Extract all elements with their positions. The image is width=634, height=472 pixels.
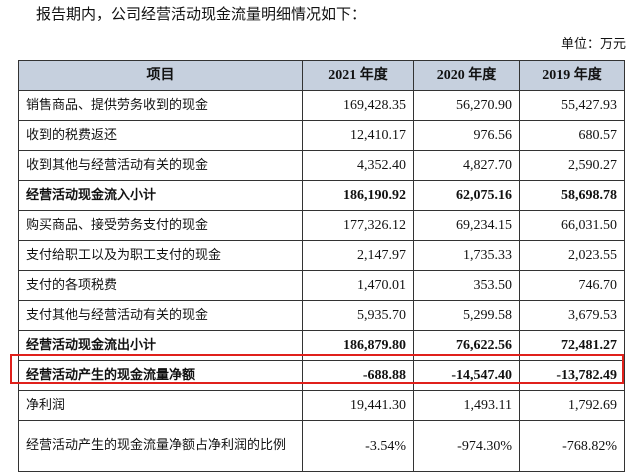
value-2020: 56,270.90 — [413, 90, 520, 121]
value-2020: 76,622.56 — [413, 330, 520, 361]
value-2019: 2,023.55 — [519, 240, 625, 271]
row-label: 经营活动现金流出小计 — [18, 330, 303, 361]
subtotal-row-outflow: 经营活动现金流出小计 186,879.80 76,622.56 72,481.2… — [18, 330, 625, 361]
net-cash-flow-row: 经营活动产生的现金流量净额 -688.88 -14,547.40 -13,782… — [18, 360, 625, 391]
table-row: 支付的各项税费 1,470.01 353.50 746.70 — [18, 270, 625, 301]
row-label: 收到其他与经营活动有关的现金 — [18, 150, 303, 181]
table-row: 收到的税费返还 12,410.17 976.56 680.57 — [18, 120, 625, 151]
row-label: 购买商品、接受劳务支付的现金 — [18, 210, 303, 241]
table-row: 购买商品、接受劳务支付的现金 177,326.12 69,234.15 66,0… — [18, 210, 625, 241]
value-2019: 72,481.27 — [519, 330, 625, 361]
table-row: 销售商品、提供劳务收到的现金 169,428.35 56,270.90 55,4… — [18, 90, 625, 121]
value-2020: 4,827.70 — [413, 150, 520, 181]
row-label: 支付给职工以及为职工支付的现金 — [18, 240, 303, 271]
header-2019: 2019 年度 — [519, 60, 625, 91]
value-2021: 19,441.30 — [302, 390, 414, 421]
value-2019: 746.70 — [519, 270, 625, 301]
value-2019: 2,590.27 — [519, 150, 625, 181]
value-2020: 1,735.33 — [413, 240, 520, 271]
header-2020: 2020 年度 — [413, 60, 520, 91]
value-2019: 58,698.78 — [519, 180, 625, 211]
value-2021: 1,470.01 — [302, 270, 414, 301]
value-2019: 1,792.69 — [519, 390, 625, 421]
row-label: 销售商品、提供劳务收到的现金 — [18, 90, 303, 121]
value-2020: 62,075.16 — [413, 180, 520, 211]
row-label: 支付的各项税费 — [18, 270, 303, 301]
value-2021: -3.54% — [302, 420, 414, 472]
value-2019: 66,031.50 — [519, 210, 625, 241]
value-2021: 186,879.80 — [302, 330, 414, 361]
value-2021: 177,326.12 — [302, 210, 414, 241]
value-2020: 976.56 — [413, 120, 520, 151]
value-2021: 12,410.17 — [302, 120, 414, 151]
value-2019: 55,427.93 — [519, 90, 625, 121]
header-item: 项目 — [18, 60, 303, 91]
cash-flow-table: 项目 2021 年度 2020 年度 2019 年度 销售商品、提供劳务收到的现… — [18, 60, 625, 472]
unit-label: 单位：万元 — [560, 37, 626, 52]
table-row: 收到其他与经营活动有关的现金 4,352.40 4,827.70 2,590.2… — [18, 150, 625, 181]
value-2019: 3,679.53 — [519, 300, 625, 331]
table-row: 支付其他与经营活动有关的现金 5,935.70 5,299.58 3,679.5… — [18, 300, 625, 331]
value-2021: -688.88 — [302, 360, 414, 391]
table-row: 净利润 19,441.30 1,493.11 1,792.69 — [18, 390, 625, 421]
value-2019: -13,782.49 — [519, 360, 625, 391]
row-label: 收到的税费返还 — [18, 120, 303, 151]
subtotal-row-inflow: 经营活动现金流入小计 186,190.92 62,075.16 58,698.7… — [18, 180, 625, 211]
value-2021: 4,352.40 — [302, 150, 414, 181]
value-2021: 169,428.35 — [302, 90, 414, 121]
intro-text: 报告期内，公司经营活动现金流量明细情况如下： — [36, 5, 367, 23]
value-2020: 353.50 — [413, 270, 520, 301]
value-2020: 1,493.11 — [413, 390, 520, 421]
table-row: 支付给职工以及为职工支付的现金 2,147.97 1,735.33 2,023.… — [18, 240, 625, 271]
header-2021: 2021 年度 — [302, 60, 414, 91]
value-2021: 5,935.70 — [302, 300, 414, 331]
value-2020: 5,299.58 — [413, 300, 520, 331]
row-label: 支付其他与经营活动有关的现金 — [18, 300, 303, 331]
value-2020: 69,234.15 — [413, 210, 520, 241]
row-label: 经营活动产生的现金流量净额占净利润的比例 — [18, 420, 303, 472]
table-header-row: 项目 2021 年度 2020 年度 2019 年度 — [18, 60, 625, 91]
value-2019: 680.57 — [519, 120, 625, 151]
value-2021: 2,147.97 — [302, 240, 414, 271]
value-2020: -14,547.40 — [413, 360, 520, 391]
row-label: 经营活动产生的现金流量净额 — [18, 360, 303, 391]
value-2019: -768.82% — [519, 420, 625, 472]
table-row: 经营活动产生的现金流量净额占净利润的比例 -3.54% -974.30% -76… — [18, 420, 625, 472]
row-label: 经营活动现金流入小计 — [18, 180, 303, 211]
row-label: 净利润 — [18, 390, 303, 421]
value-2021: 186,190.92 — [302, 180, 414, 211]
